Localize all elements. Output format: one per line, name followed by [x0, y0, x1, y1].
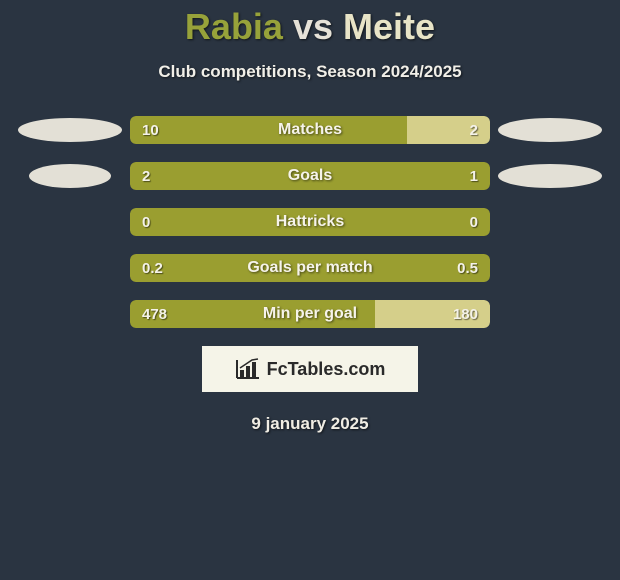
chart-icon — [235, 358, 261, 380]
stat-row: 102Matches — [10, 116, 610, 144]
stat-left-value: 0 — [142, 214, 150, 231]
player2-oval — [498, 118, 602, 142]
oval-wrap-left — [10, 118, 130, 142]
player1-oval — [18, 118, 122, 142]
title-player2: Meite — [343, 6, 435, 47]
stat-left-value: 0.2 — [142, 260, 163, 277]
stat-seg-right: 180 — [375, 300, 490, 328]
stat-seg-right: 2 — [407, 116, 490, 144]
stat-bar: 478180Min per goal — [130, 300, 490, 328]
player2-oval — [498, 164, 602, 188]
stat-seg-full: 21 — [130, 162, 490, 190]
stat-row: 0.20.5Goals per match — [10, 254, 610, 282]
subtitle: Club competitions, Season 2024/2025 — [0, 62, 620, 82]
stat-right-value: 1 — [470, 168, 478, 185]
stat-right-value: 0.5 — [457, 260, 478, 277]
stat-left-value: 2 — [142, 168, 150, 185]
stat-row: 00Hattricks — [10, 208, 610, 236]
date: 9 january 2025 — [0, 414, 620, 434]
fctables-logo: FcTables.com — [202, 346, 418, 392]
oval-wrap-right — [490, 164, 610, 188]
title-vs: vs — [293, 6, 333, 47]
stat-seg-full: 00 — [130, 208, 490, 236]
oval-wrap-right — [490, 118, 610, 142]
oval-wrap-left — [10, 164, 130, 188]
stat-row: 478180Min per goal — [10, 300, 610, 328]
stat-row: 21Goals — [10, 162, 610, 190]
stat-bar: 00Hattricks — [130, 208, 490, 236]
page-title: Rabia vs Meite — [0, 0, 620, 48]
logo-text: FcTables.com — [267, 359, 386, 380]
stat-seg-left: 10 — [130, 116, 407, 144]
stat-bar: 0.20.5Goals per match — [130, 254, 490, 282]
stat-seg-full: 0.2 0.5 — [130, 254, 490, 282]
title-player1: Rabia — [185, 6, 283, 47]
player1-oval — [29, 164, 111, 188]
stat-bar: 21Goals — [130, 162, 490, 190]
stat-seg-left: 478 — [130, 300, 375, 328]
stat-right-value: 0 — [470, 214, 478, 231]
stat-bar: 102Matches — [130, 116, 490, 144]
comparison-rows: 102Matches21Goals00Hattricks0.20.5Goals … — [0, 116, 620, 328]
